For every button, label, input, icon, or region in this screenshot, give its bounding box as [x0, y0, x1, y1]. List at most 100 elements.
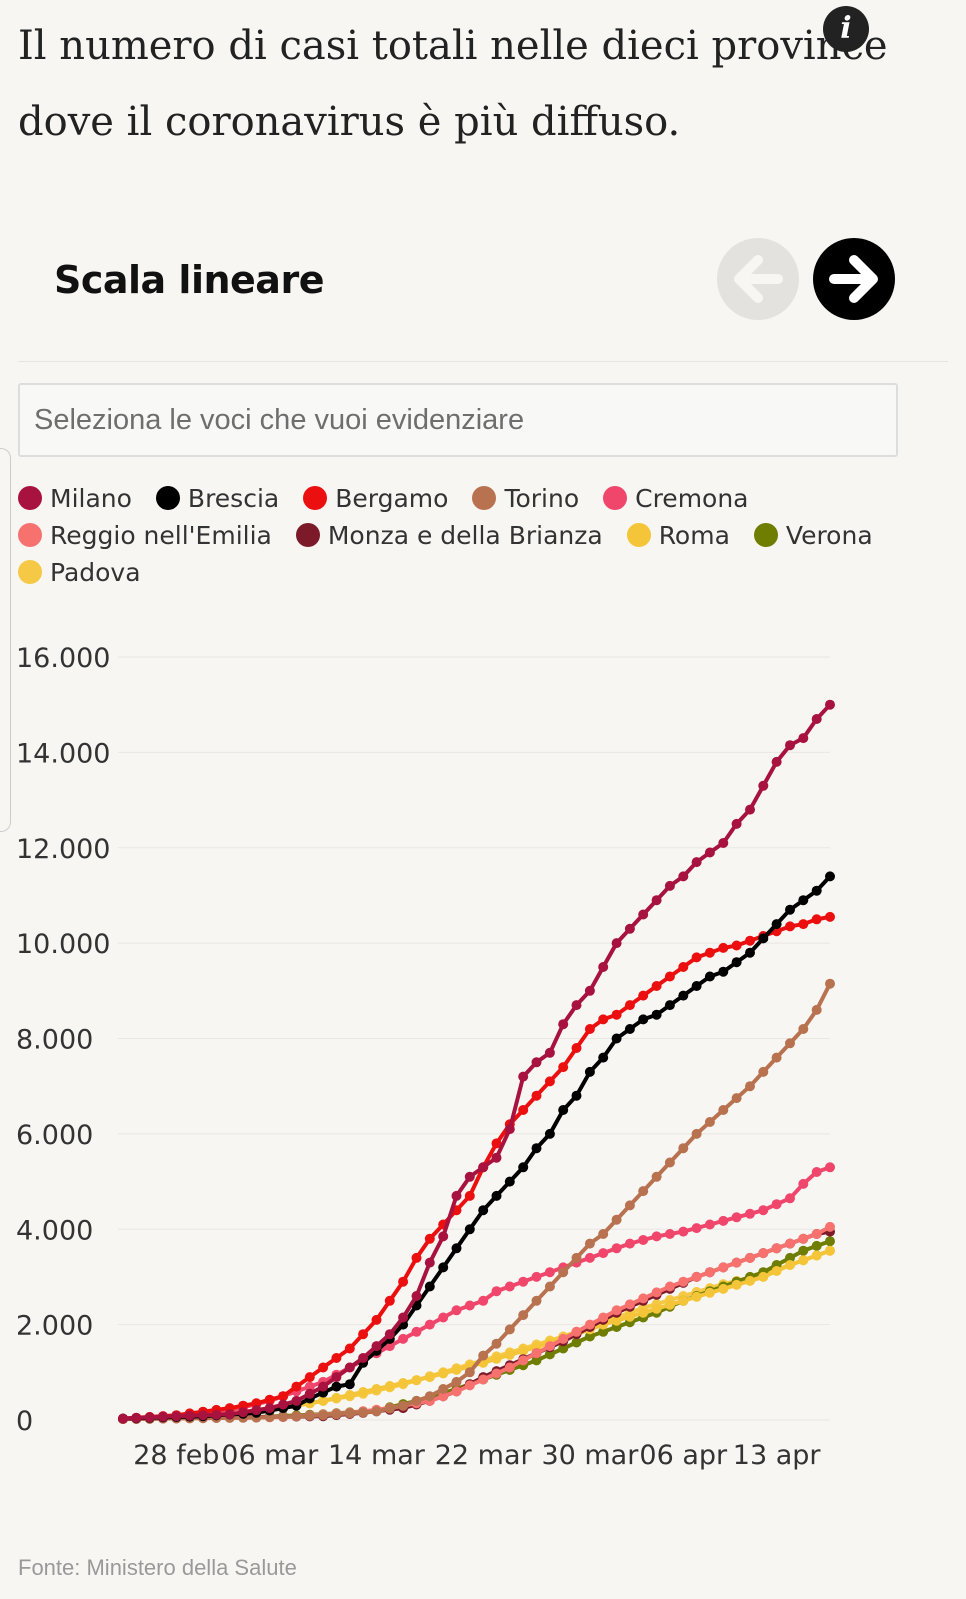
data-point[interactable]	[558, 1333, 569, 1344]
data-point[interactable]	[398, 1400, 409, 1411]
data-point[interactable]	[571, 1043, 582, 1053]
data-point[interactable]	[598, 1014, 609, 1025]
data-point[interactable]	[598, 1229, 609, 1239]
data-point[interactable]	[678, 962, 689, 972]
data-point[interactable]	[571, 1337, 582, 1348]
series-line[interactable]	[122, 1248, 831, 1421]
data-point[interactable]	[704, 947, 715, 958]
data-point[interactable]	[811, 1229, 822, 1239]
data-point[interactable]	[424, 1319, 435, 1330]
data-point[interactable]	[544, 1047, 555, 1058]
data-point[interactable]	[451, 1190, 462, 1201]
data-point[interactable]	[691, 1128, 702, 1139]
data-point[interactable]	[144, 1412, 155, 1423]
data-point[interactable]	[691, 981, 702, 991]
data-point[interactable]	[491, 1286, 502, 1297]
legend-item[interactable]: Torino	[472, 484, 579, 513]
data-point[interactable]	[398, 1378, 409, 1388]
data-point[interactable]	[718, 1283, 729, 1294]
data-point[interactable]	[531, 1090, 542, 1101]
series-line[interactable]	[122, 914, 831, 1421]
data-point[interactable]	[598, 962, 609, 972]
data-point[interactable]	[651, 895, 662, 906]
data-point[interactable]	[691, 952, 702, 963]
data-point[interactable]	[664, 1229, 675, 1239]
series-line[interactable]	[122, 703, 832, 1421]
data-point[interactable]	[825, 1245, 835, 1256]
data-point[interactable]	[691, 1271, 702, 1282]
data-point[interactable]	[544, 1128, 555, 1139]
data-point[interactable]	[811, 714, 822, 724]
data-point[interactable]	[371, 1384, 382, 1394]
data-point[interactable]	[624, 923, 635, 934]
data-point[interactable]	[584, 1024, 595, 1034]
data-point[interactable]	[678, 1226, 689, 1237]
data-point[interactable]	[811, 1250, 822, 1261]
data-point[interactable]	[438, 1391, 449, 1402]
data-point[interactable]	[825, 699, 835, 710]
data-point[interactable]	[638, 1014, 649, 1025]
data-point[interactable]	[224, 1409, 235, 1420]
data-point[interactable]	[745, 935, 755, 946]
data-point[interactable]	[424, 1233, 435, 1244]
data-point[interactable]	[678, 1143, 689, 1154]
data-point[interactable]	[531, 1355, 542, 1366]
data-point[interactable]	[518, 1276, 529, 1287]
data-point[interactable]	[411, 1395, 422, 1406]
data-point[interactable]	[291, 1381, 302, 1392]
data-point[interactable]	[424, 1281, 435, 1292]
data-point[interactable]	[358, 1407, 369, 1418]
legend-item[interactable]: Brescia	[155, 484, 279, 513]
data-point[interactable]	[785, 1252, 795, 1263]
data-point[interactable]	[278, 1411, 289, 1422]
data-point[interactable]	[518, 1355, 529, 1366]
data-point[interactable]	[704, 971, 715, 982]
data-point[interactable]	[558, 1019, 569, 1030]
data-point[interactable]	[584, 1238, 595, 1249]
data-point[interactable]	[304, 1388, 315, 1399]
data-point[interactable]	[798, 1233, 809, 1244]
data-point[interactable]	[464, 1190, 475, 1201]
data-point[interactable]	[651, 1009, 662, 1020]
data-point[interactable]	[544, 1076, 555, 1087]
data-point[interactable]	[704, 1287, 715, 1298]
data-point[interactable]	[571, 1000, 582, 1011]
data-point[interactable]	[624, 1299, 635, 1310]
data-point[interactable]	[664, 1281, 675, 1292]
data-point[interactable]	[651, 1303, 662, 1314]
data-point[interactable]	[518, 1162, 529, 1173]
data-point[interactable]	[584, 1319, 595, 1330]
data-point[interactable]	[584, 985, 595, 996]
data-point[interactable]	[785, 1193, 795, 1204]
data-point[interactable]	[118, 1413, 128, 1424]
info-icon[interactable]: i	[823, 6, 869, 52]
data-point[interactable]	[304, 1410, 315, 1421]
data-point[interactable]	[531, 1271, 542, 1282]
data-point[interactable]	[411, 1291, 422, 1301]
data-point[interactable]	[504, 1362, 515, 1373]
data-point[interactable]	[318, 1395, 329, 1406]
series-line[interactable]	[122, 982, 832, 1421]
data-point[interactable]	[478, 1162, 489, 1173]
data-point[interactable]	[478, 1374, 489, 1385]
data-point[interactable]	[691, 1223, 702, 1234]
data-point[interactable]	[771, 919, 782, 930]
data-point[interactable]	[664, 1157, 675, 1168]
data-point[interactable]	[758, 1248, 769, 1259]
data-point[interactable]	[731, 940, 742, 951]
data-point[interactable]	[264, 1403, 275, 1414]
data-point[interactable]	[611, 1214, 622, 1225]
data-point[interactable]	[785, 921, 795, 932]
data-point[interactable]	[398, 1312, 409, 1323]
data-point[interactable]	[771, 1243, 782, 1254]
data-point[interactable]	[638, 909, 649, 920]
data-point[interactable]	[678, 990, 689, 1001]
data-point[interactable]	[504, 1349, 515, 1360]
data-point[interactable]	[624, 1238, 635, 1249]
data-point[interactable]	[384, 1329, 395, 1340]
data-point[interactable]	[731, 1279, 742, 1290]
data-point[interactable]	[651, 981, 662, 991]
data-point[interactable]	[331, 1353, 342, 1363]
data-point[interactable]	[811, 1240, 822, 1251]
data-point[interactable]	[504, 1281, 515, 1292]
